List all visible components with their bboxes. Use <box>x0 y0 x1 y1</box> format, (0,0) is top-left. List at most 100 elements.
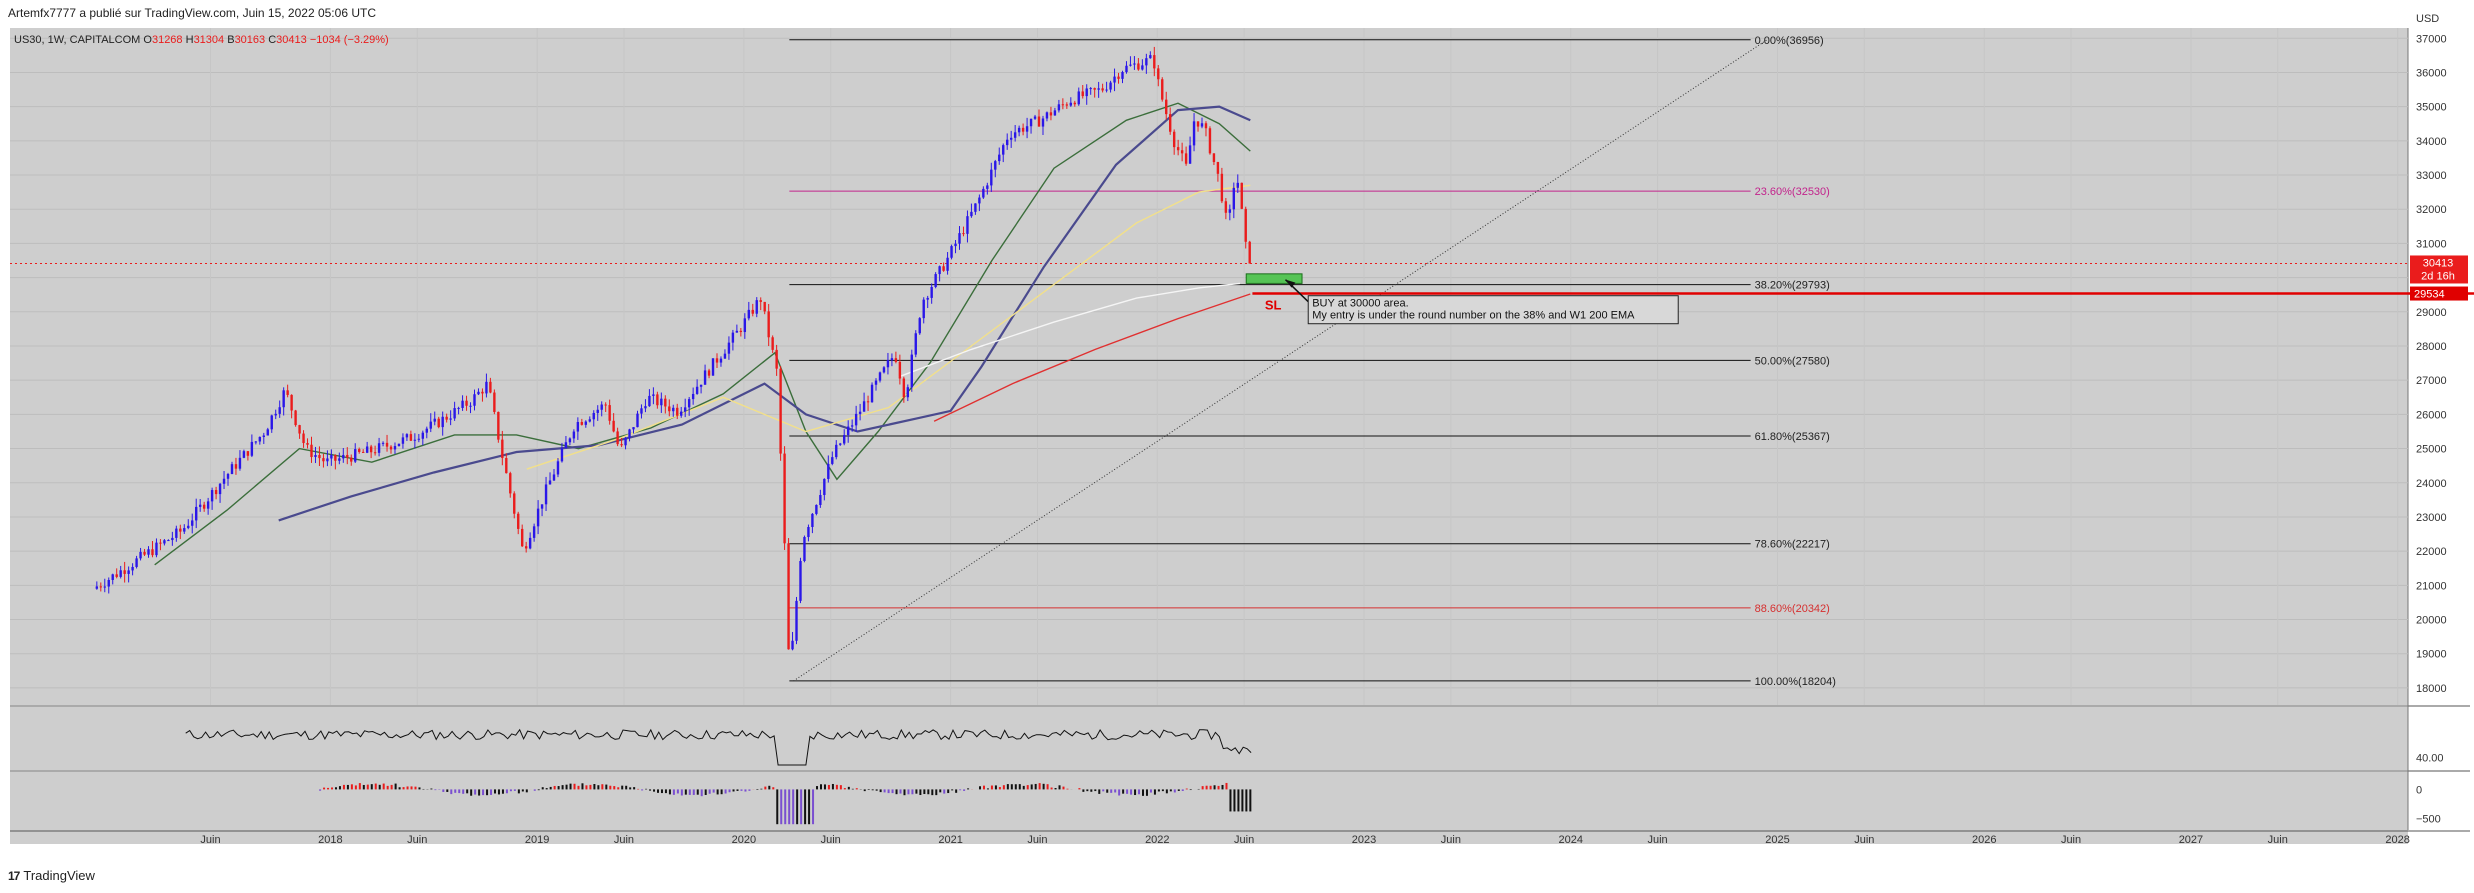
momentum-bar <box>720 789 723 795</box>
candle-body <box>1184 153 1188 164</box>
momentum-bar <box>609 785 612 790</box>
momentum-bar <box>1138 789 1141 795</box>
momentum-bar <box>462 789 465 794</box>
candle-body <box>858 411 862 414</box>
candle-body <box>393 446 397 450</box>
momentum-bar <box>486 789 489 796</box>
momentum-bar <box>808 789 811 825</box>
candle-body <box>711 358 715 376</box>
momentum-bar <box>875 789 878 791</box>
candle-body <box>528 537 532 549</box>
momentum-bar <box>1006 784 1009 790</box>
momentum-bar <box>688 789 691 795</box>
candle-body <box>715 358 719 363</box>
momentum-bar <box>430 788 433 790</box>
candle-body <box>962 233 965 235</box>
momentum-bar <box>839 785 842 790</box>
momentum-bar <box>589 784 592 790</box>
momentum-bar <box>668 789 671 795</box>
candle-body <box>449 418 452 420</box>
momentum-bar <box>931 789 934 796</box>
momentum-bar <box>342 784 345 790</box>
candle-body <box>453 408 456 419</box>
momentum-bar <box>370 784 373 790</box>
momentum-bar <box>851 788 854 790</box>
momentum-bar <box>517 789 520 794</box>
candle-body <box>870 384 874 403</box>
candle-body <box>624 437 627 446</box>
candle-body <box>1172 131 1176 148</box>
callout-arrowhead-icon <box>1285 279 1296 288</box>
price-tick-label: 22000 <box>2416 546 2447 558</box>
candle-body <box>278 407 281 414</box>
candle-body <box>846 426 850 436</box>
fib-level-label: 78.60%(22217) <box>1755 539 1830 551</box>
momentum-bar <box>736 789 739 791</box>
momentum-bar <box>354 785 357 790</box>
candle-body <box>151 549 154 556</box>
candle-body <box>250 441 254 456</box>
candle-body <box>381 442 385 444</box>
price-tick-label: 19000 <box>2416 649 2447 661</box>
time-tick-label: Juin <box>200 834 220 846</box>
momentum-bar <box>446 789 449 792</box>
candle-body <box>425 428 428 433</box>
candle-body <box>1061 104 1065 106</box>
candle-body <box>644 406 647 409</box>
momentum-bar <box>1026 785 1029 790</box>
momentum-bar <box>812 789 815 825</box>
candle-body <box>536 508 540 527</box>
callout-box <box>1307 295 1679 325</box>
momentum-bar <box>334 787 337 790</box>
fib-level-label: 61.80%(25367) <box>1755 431 1830 443</box>
candle-body <box>1077 91 1080 105</box>
candle-body <box>970 211 973 217</box>
candle-body <box>994 161 997 170</box>
moving-average-navy <box>278 105 1251 522</box>
footer: 17 TradingView <box>8 868 95 883</box>
candle-body <box>588 419 591 422</box>
candle-body <box>270 415 273 430</box>
price-tick-label: 23000 <box>2416 512 2447 524</box>
candle-body <box>636 413 639 428</box>
momentum-bar <box>509 789 512 792</box>
candle-body <box>183 528 186 532</box>
momentum-bar <box>1082 789 1085 792</box>
candle-body <box>306 443 309 445</box>
momentum-bar <box>1058 785 1061 790</box>
momentum-bar <box>657 789 660 793</box>
candle-body <box>354 449 357 462</box>
momentum-bar <box>891 789 894 794</box>
candle-body <box>1006 139 1009 146</box>
legend-c-label: C <box>268 34 276 46</box>
momentum-bar <box>386 785 389 790</box>
momentum-bar <box>1241 789 1244 812</box>
momentum-bar <box>772 787 775 790</box>
momentum-bar <box>935 789 938 796</box>
momentum-bar <box>374 783 377 790</box>
candle-body <box>417 438 421 440</box>
candle-body <box>167 540 170 542</box>
momentum-bar <box>1161 789 1164 792</box>
momentum-bar <box>1014 784 1017 790</box>
candle-body <box>986 185 989 189</box>
momentum-bar <box>887 789 890 794</box>
price-tick-label: 37000 <box>2416 33 2447 45</box>
candle-body <box>171 537 174 541</box>
candle-body <box>890 358 894 361</box>
candle-body <box>1141 65 1144 70</box>
momentum-bar <box>414 786 417 790</box>
momentum-bar <box>641 789 644 791</box>
candle-body <box>990 169 993 186</box>
momentum-bar <box>994 785 997 790</box>
momentum-bar <box>927 789 930 795</box>
momentum-bar <box>569 783 572 790</box>
momentum-bar <box>537 789 540 791</box>
momentum-bar <box>1189 789 1192 791</box>
candle-body <box>127 570 130 574</box>
momentum-bar <box>831 783 834 790</box>
time-tick-label: 2021 <box>938 834 962 846</box>
momentum-bar <box>378 784 381 790</box>
momentum-bar <box>744 789 747 792</box>
candle-body <box>1220 173 1224 202</box>
